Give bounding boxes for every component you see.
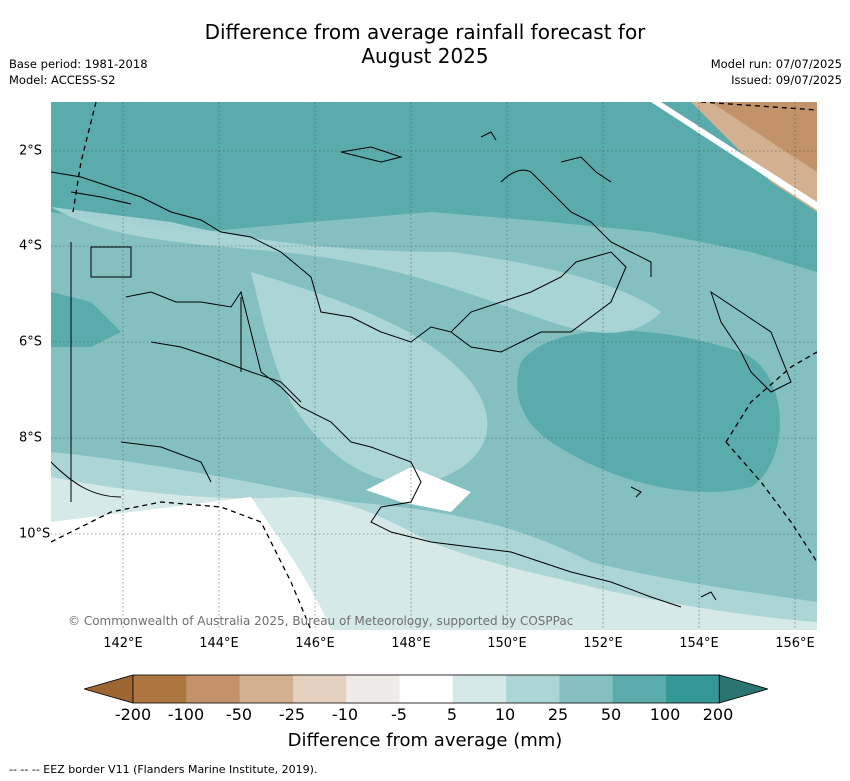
band-5-10-mid xyxy=(251,272,488,484)
lat-label: 6°S xyxy=(19,334,43,350)
colorbar xyxy=(84,674,768,704)
band-5-10 xyxy=(51,207,661,333)
colorbar-segment xyxy=(666,675,720,703)
issued-date: Issued: 09/07/2025 xyxy=(731,73,842,87)
lat-label: 2°S xyxy=(19,143,43,159)
band-white-south xyxy=(51,497,331,630)
copyright-credit: © Commonwealth of Australia 2025, Bureau… xyxy=(68,614,574,628)
colorbar-tick-label: 10 xyxy=(494,705,516,724)
band-25-50-west xyxy=(51,292,121,347)
rainfall-map xyxy=(51,102,817,630)
lon-label: 156°E xyxy=(775,636,815,651)
colorbar-tick-label: -100 xyxy=(167,705,205,724)
band-25-50-north xyxy=(51,102,817,272)
coastlines xyxy=(51,131,792,608)
colorbar-frame xyxy=(132,674,720,704)
gridlines xyxy=(51,102,817,630)
colorbar-segment xyxy=(506,675,560,703)
colorbar-segment xyxy=(612,675,667,703)
colorbar-segment xyxy=(346,675,400,703)
model-name: Model: ACCESS-S2 xyxy=(9,73,116,87)
band-white-mid xyxy=(366,467,471,512)
title-line-1: Difference from average rainfall forecas… xyxy=(204,20,646,44)
lat-label: 10°S xyxy=(19,526,51,542)
lon-label: 148°E xyxy=(391,636,431,651)
colorbar-tick-label: 200 xyxy=(702,705,734,724)
colorbar-tick-label: 100 xyxy=(649,705,681,724)
eez-borders xyxy=(51,102,817,630)
colorbar-extend-low xyxy=(84,674,134,704)
lon-label: 146°E xyxy=(295,636,335,651)
colorbar-segment xyxy=(452,675,507,703)
colorbar-tick-label: 25 xyxy=(547,705,569,724)
colorbar-tick-label: -25 xyxy=(278,705,306,724)
colorbar-segment xyxy=(399,675,454,703)
model-run: Model run: 07/07/2025 xyxy=(710,57,842,71)
colorbar-segment xyxy=(186,675,241,703)
colorbar-title: Difference from average (mm) xyxy=(287,730,563,751)
colorbar-tick-label: -5 xyxy=(391,705,407,724)
colorbar-tick-label: -50 xyxy=(225,705,253,724)
colorbar-tick-label: -200 xyxy=(114,705,152,724)
title-line-2: August 2025 xyxy=(361,44,489,68)
lon-label: 144°E xyxy=(199,636,239,651)
lon-label: 150°E xyxy=(487,636,527,651)
lat-label: 4°S xyxy=(19,238,43,254)
colorbar-segment xyxy=(239,675,294,703)
lon-label: 154°E xyxy=(679,636,719,651)
band-25-50-east xyxy=(517,330,780,492)
lon-label: 152°E xyxy=(583,636,623,651)
colorbar-tick-label: 50 xyxy=(600,705,622,724)
band-dry-2 xyxy=(711,102,817,172)
colorbar-extend-high xyxy=(718,674,768,704)
lat-label: 8°S xyxy=(19,430,43,446)
white-streak xyxy=(651,102,817,210)
colorbar-segment xyxy=(559,675,614,703)
colorbar-tick-label: -10 xyxy=(331,705,359,724)
chart-title: Difference from average rainfall forecas… xyxy=(0,20,850,68)
meta-left: Base period: 1981-2018 Model: ACCESS-S2 xyxy=(9,56,148,88)
meta-right: Model run: 07/07/2025 Issued: 09/07/2025 xyxy=(711,56,842,88)
colorbar-tick-label: 5 xyxy=(446,705,458,724)
colorbar-segment xyxy=(133,675,187,703)
colorbar-segment xyxy=(292,675,347,703)
lon-label: 142°E xyxy=(103,636,143,651)
base-period: Base period: 1981-2018 xyxy=(9,57,148,71)
eez-footer-note: -- -- -- EEZ border V11 (Flanders Marine… xyxy=(9,763,318,776)
